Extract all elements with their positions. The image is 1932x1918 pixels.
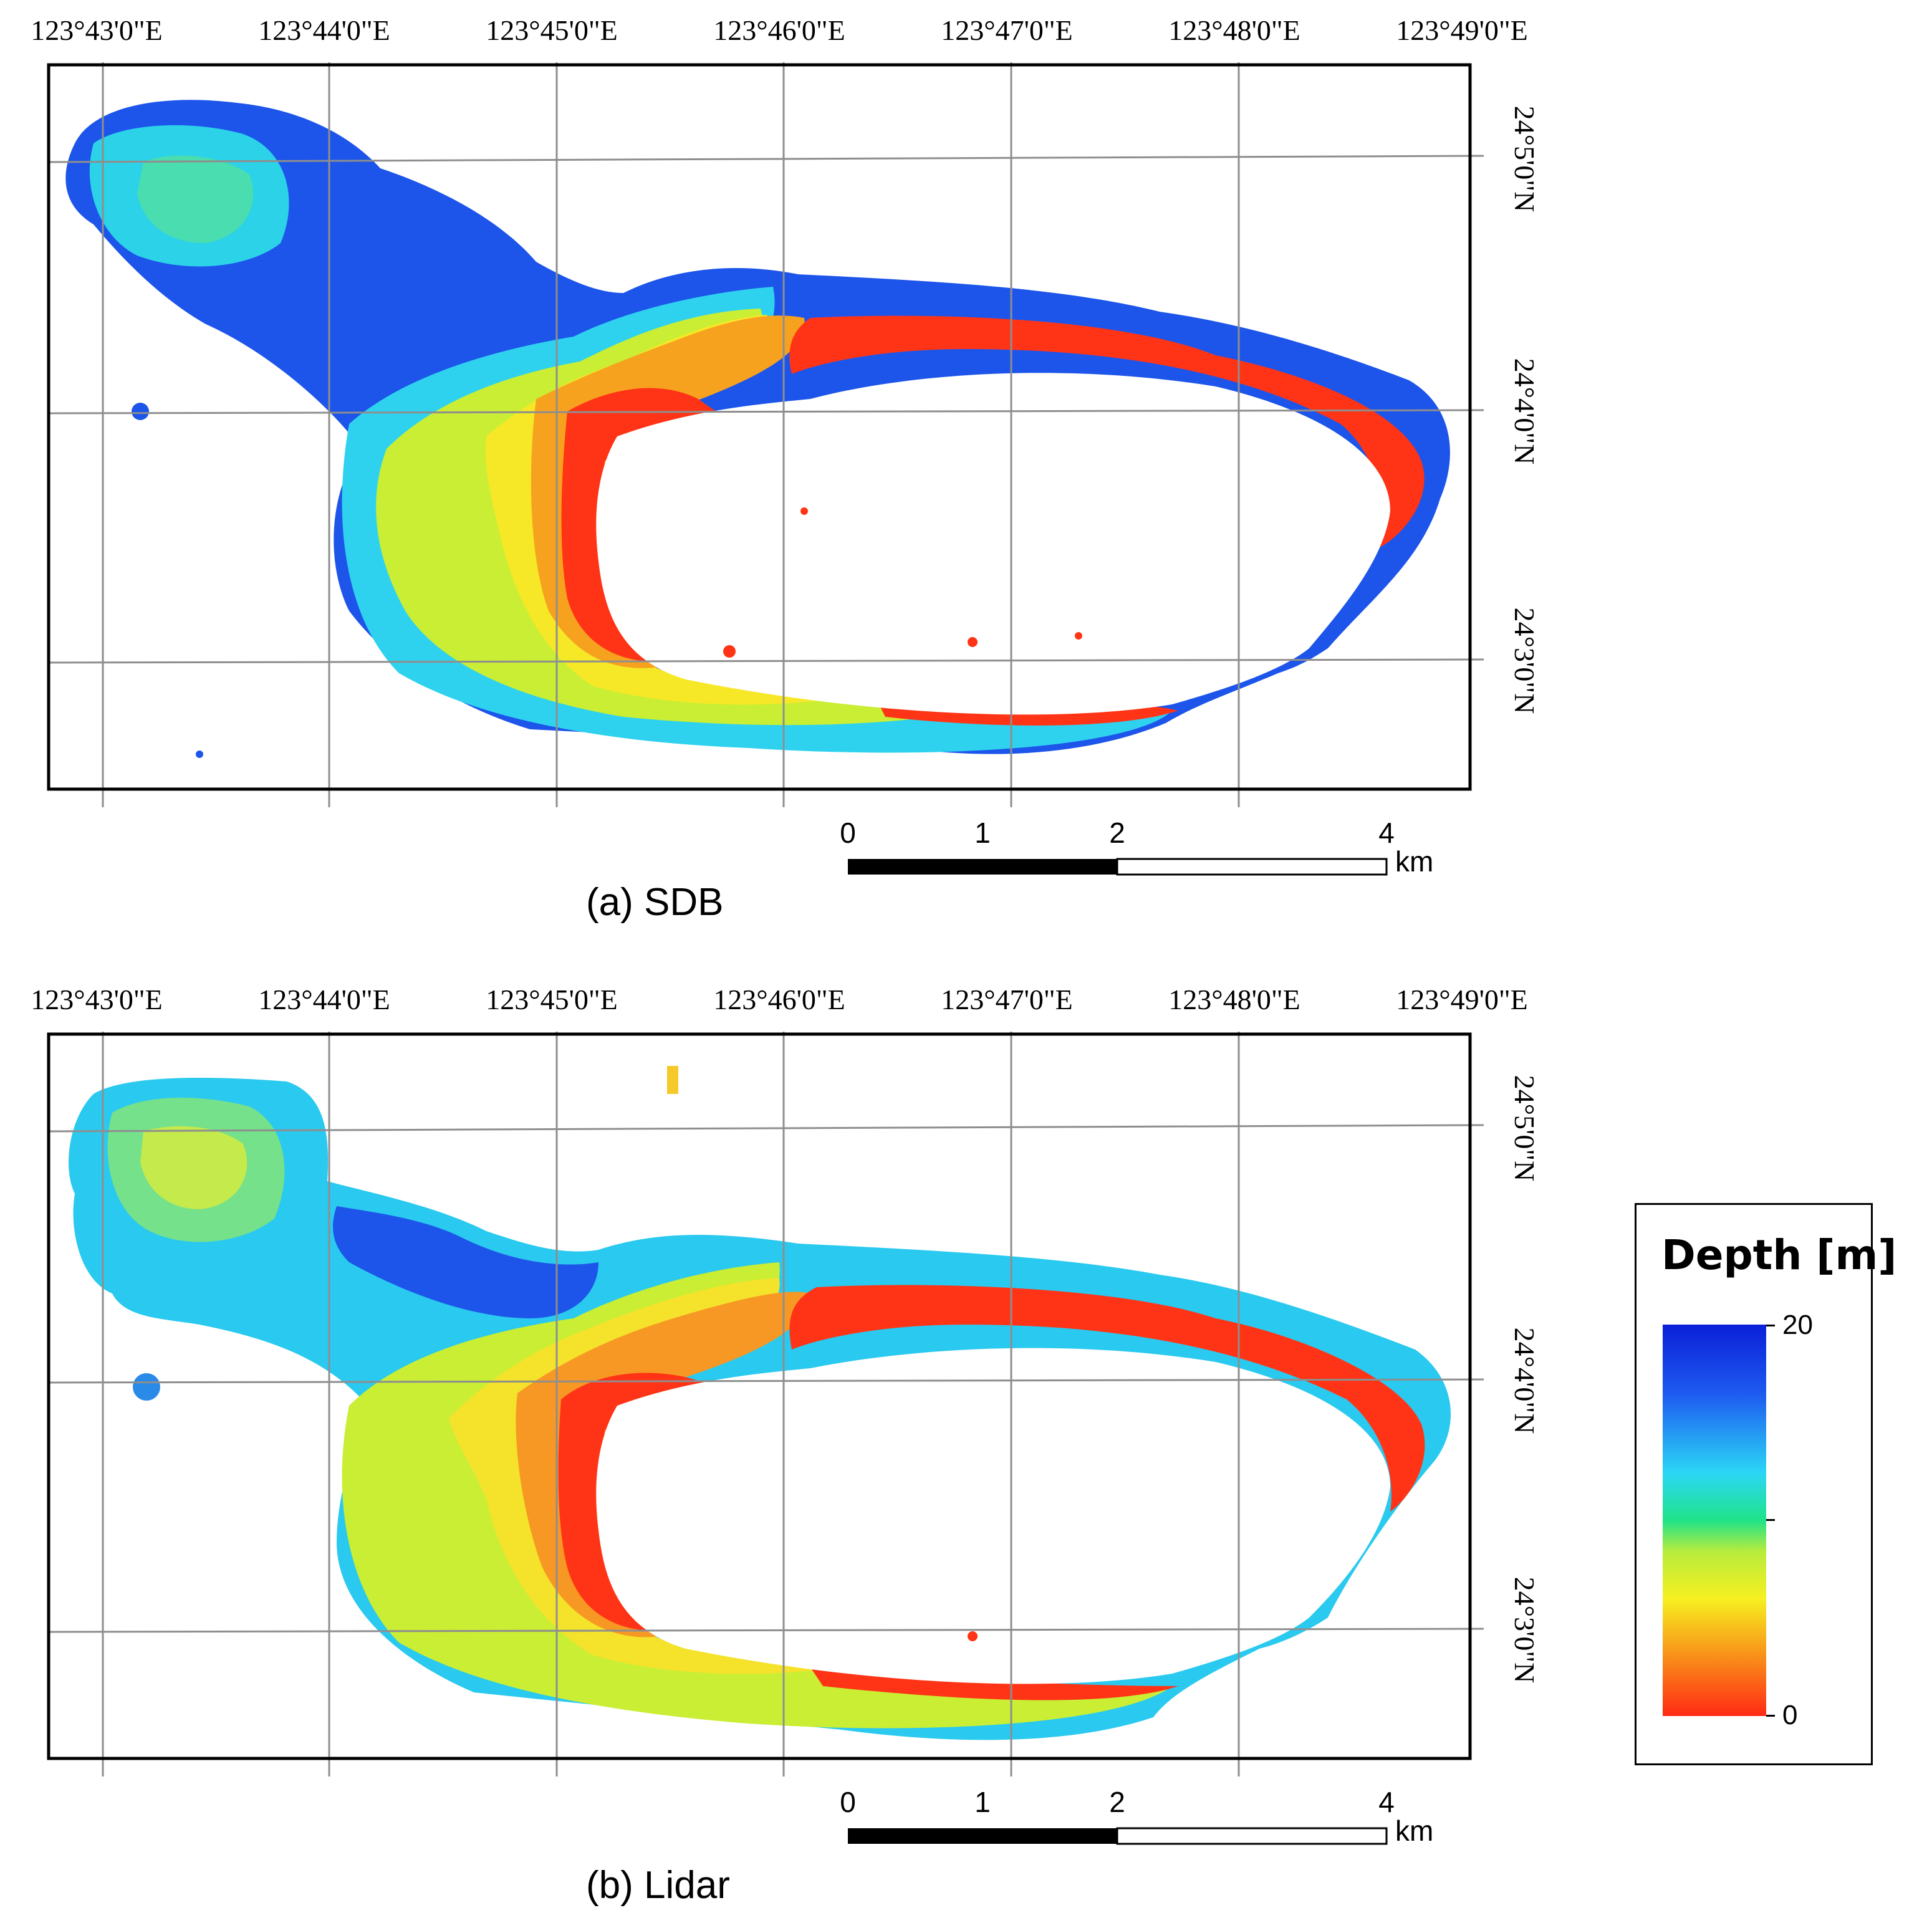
lon-label-3: 123°45'0"E xyxy=(486,14,618,46)
scale-label-2: 2 xyxy=(1109,1786,1125,1818)
lat-label-2: 24°4'0"N xyxy=(1509,358,1540,465)
bathymetry-lidar xyxy=(69,1066,1451,1740)
lat-label-2: 24°4'0"N xyxy=(1509,1328,1540,1434)
panel-lidar: 123°43'0"E 123°44'0"E 123°45'0"E 123°46'… xyxy=(0,969,1559,1918)
scale-label-4: 4 xyxy=(1378,1786,1395,1818)
lon-label-5: 123°47'0"E xyxy=(941,14,1073,46)
legend-color-ramp xyxy=(1663,1325,1766,1716)
lon-label-7: 123°49'0"E xyxy=(1396,984,1528,1015)
lon-label-4: 123°46'0"E xyxy=(713,984,845,1015)
scale-label-2: 2 xyxy=(1109,817,1125,849)
legend-min-label: 0 xyxy=(1782,1700,1798,1730)
scale-label-0: 0 xyxy=(840,817,856,849)
caption-lidar: (b) Lidar xyxy=(586,1864,730,1907)
graticule-sdb xyxy=(48,62,1484,807)
lat-label-1: 24°5'0"N xyxy=(1509,106,1540,213)
map-sdb: 123°43'0"E 123°44'0"E 123°45'0"E 123°46'… xyxy=(31,14,1540,878)
lon-label-2: 123°44'0"E xyxy=(258,984,390,1015)
legend-max-label: 20 xyxy=(1782,1310,1813,1340)
scale-label-4: 4 xyxy=(1378,817,1395,849)
scale-bar-sdb: 0 1 2 4 km xyxy=(840,817,1433,878)
map-frame-sdb xyxy=(47,63,1472,791)
lon-label-6: 123°48'0"E xyxy=(1168,14,1300,46)
graticule-lidar xyxy=(48,1032,1484,1777)
lon-label-6: 123°48'0"E xyxy=(1168,984,1300,1015)
caption-sdb: (a) SDB xyxy=(586,881,724,924)
scale-bar-lidar: 0 1 2 4 km xyxy=(840,1786,1433,1847)
lon-label-1: 123°43'0"E xyxy=(31,984,163,1015)
legend-title: Depth [m] xyxy=(1661,1231,1897,1279)
scale-label-0: 0 xyxy=(840,1786,856,1818)
legend-tick-max xyxy=(1766,1325,1775,1326)
lat-label-3: 24°3'0"N xyxy=(1509,608,1540,714)
map-lidar: 123°43'0"E 123°44'0"E 123°45'0"E 123°46'… xyxy=(31,984,1540,1847)
lon-label-3: 123°45'0"E xyxy=(486,984,618,1015)
scale-label-1: 1 xyxy=(974,817,991,849)
lon-label-4: 123°46'0"E xyxy=(713,14,845,46)
scale-unit: km xyxy=(1395,1815,1433,1847)
map-frame-lidar xyxy=(47,1032,1472,1760)
scale-label-1: 1 xyxy=(974,1786,991,1818)
lon-label-1: 123°43'0"E xyxy=(31,14,163,46)
lon-label-2: 123°44'0"E xyxy=(258,14,390,46)
lon-label-5: 123°47'0"E xyxy=(941,984,1073,1015)
depth-legend: Depth [m] 20 0 xyxy=(1635,1203,1896,1765)
scale-unit: km xyxy=(1395,845,1433,878)
panel-sdb: 123°43'0"E 123°44'0"E 123°45'0"E 123°46'… xyxy=(0,0,1559,935)
legend-tick-min xyxy=(1766,1715,1775,1717)
lon-label-7: 123°49'0"E xyxy=(1396,14,1528,46)
lat-label-3: 24°3'0"N xyxy=(1509,1577,1540,1684)
legend-tick-mid xyxy=(1766,1519,1775,1521)
lat-label-1: 24°5'0"N xyxy=(1509,1075,1540,1182)
